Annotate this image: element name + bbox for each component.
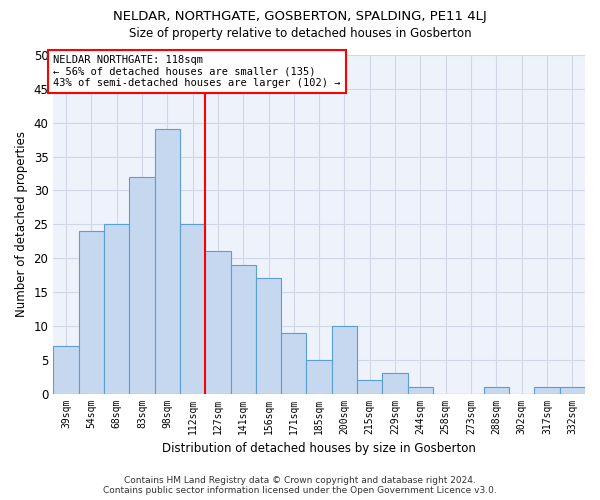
- Bar: [230, 265, 256, 394]
- Bar: [408, 387, 433, 394]
- Bar: [535, 387, 560, 394]
- Text: NELDAR NORTHGATE: 118sqm
← 56% of detached houses are smaller (135)
43% of semi-: NELDAR NORTHGATE: 118sqm ← 56% of detach…: [53, 55, 341, 88]
- Bar: [79, 231, 104, 394]
- Text: Contains HM Land Registry data © Crown copyright and database right 2024.
Contai: Contains HM Land Registry data © Crown c…: [103, 476, 497, 495]
- Bar: [382, 373, 408, 394]
- Bar: [332, 326, 357, 394]
- Bar: [129, 177, 155, 394]
- Bar: [53, 346, 79, 394]
- Bar: [281, 332, 307, 394]
- Bar: [180, 224, 205, 394]
- Bar: [155, 130, 180, 394]
- Text: Size of property relative to detached houses in Gosberton: Size of property relative to detached ho…: [128, 28, 472, 40]
- Text: NELDAR, NORTHGATE, GOSBERTON, SPALDING, PE11 4LJ: NELDAR, NORTHGATE, GOSBERTON, SPALDING, …: [113, 10, 487, 23]
- Bar: [560, 387, 585, 394]
- Bar: [104, 224, 129, 394]
- Bar: [205, 252, 230, 394]
- Bar: [484, 387, 509, 394]
- Bar: [256, 278, 281, 394]
- Bar: [307, 360, 332, 394]
- Bar: [357, 380, 382, 394]
- X-axis label: Distribution of detached houses by size in Gosberton: Distribution of detached houses by size …: [162, 442, 476, 455]
- Y-axis label: Number of detached properties: Number of detached properties: [15, 132, 28, 318]
